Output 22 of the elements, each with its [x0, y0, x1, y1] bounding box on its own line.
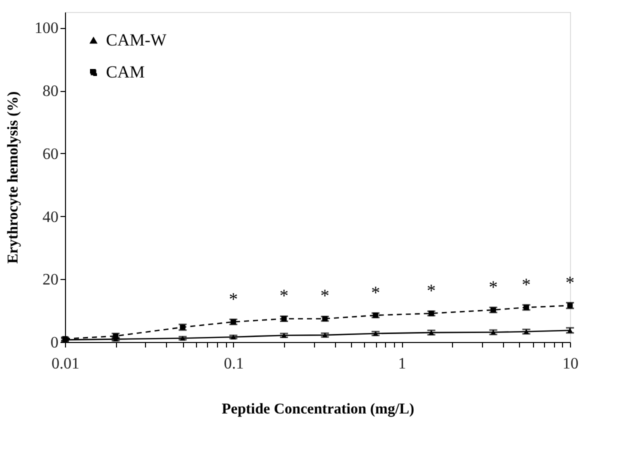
y-tick-label: 80 — [42, 83, 58, 100]
annotation: * — [488, 276, 498, 297]
annotation: * — [280, 286, 289, 306]
y-axis-title: Erythrocyte hemolysis (%) — [6, 91, 22, 264]
y-tick-label: 0 — [50, 334, 58, 352]
x-tick-label: 10 — [562, 356, 578, 372]
x-tick-label: 1 — [398, 356, 406, 372]
annotation: * — [320, 286, 330, 306]
y-tick-label: 100 — [34, 20, 58, 38]
y-tick-label: 60 — [42, 146, 58, 163]
y-tick-label: 40 — [42, 208, 58, 226]
x-tick-label: 0.01 — [52, 356, 80, 372]
annotation: * — [566, 272, 574, 293]
annotation: * — [426, 280, 436, 300]
legend-label: CAM — [106, 62, 145, 82]
annotation: * — [228, 288, 238, 309]
x-axis-title: Peptide Concentration (mg/L) — [222, 402, 414, 418]
y-tick-label: 20 — [42, 272, 58, 289]
x-tick-label: 0.1 — [224, 356, 244, 372]
annotation: * — [522, 274, 531, 294]
legend-label: CAM-W — [106, 30, 168, 50]
annotation: * — [371, 282, 380, 302]
